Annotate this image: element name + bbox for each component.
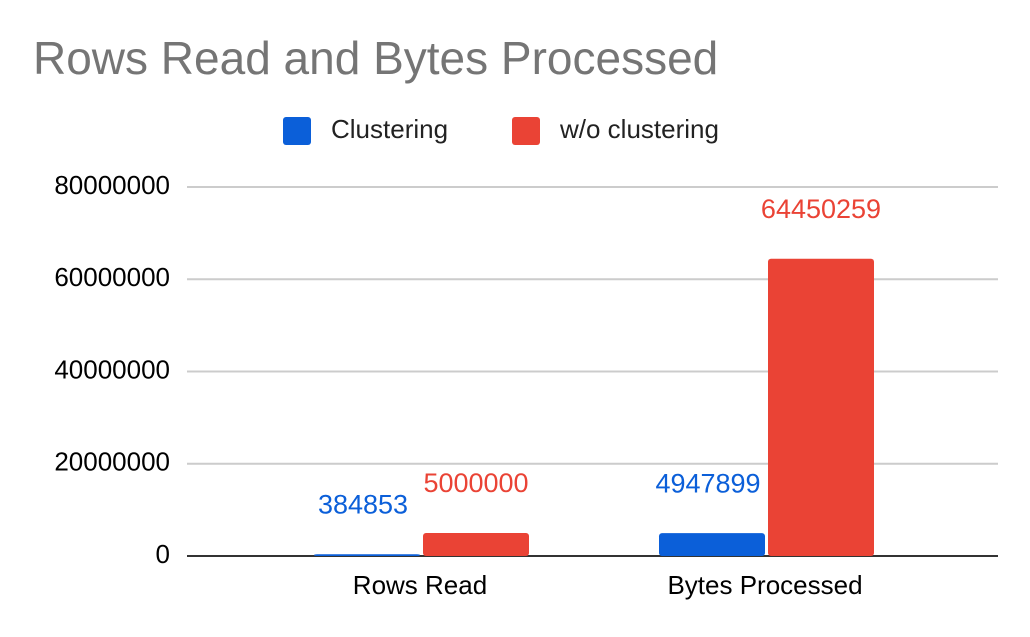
legend-label: w/o clustering bbox=[559, 114, 719, 144]
legend-swatch bbox=[512, 117, 540, 145]
legend-swatch bbox=[283, 117, 311, 145]
y-tick-label: 60000000 bbox=[54, 262, 170, 292]
bar bbox=[659, 533, 765, 556]
bar bbox=[314, 554, 420, 556]
value-label: 5000000 bbox=[423, 468, 528, 498]
bar bbox=[768, 258, 874, 556]
y-tick-label: 0 bbox=[156, 539, 170, 569]
chart-title: Rows Read and Bytes Processed bbox=[33, 32, 718, 84]
value-label: 4947899 bbox=[655, 468, 760, 498]
legend-label: Clustering bbox=[331, 114, 448, 144]
x-tick-label: Bytes Processed bbox=[667, 570, 862, 600]
value-label: 64450259 bbox=[761, 194, 881, 224]
y-tick-label: 20000000 bbox=[54, 447, 170, 477]
x-tick-label: Rows Read bbox=[353, 570, 487, 600]
value-label: 384853 bbox=[318, 489, 408, 519]
bar bbox=[423, 532, 529, 556]
y-tick-label: 40000000 bbox=[54, 354, 170, 384]
y-tick-label: 80000000 bbox=[54, 170, 170, 200]
